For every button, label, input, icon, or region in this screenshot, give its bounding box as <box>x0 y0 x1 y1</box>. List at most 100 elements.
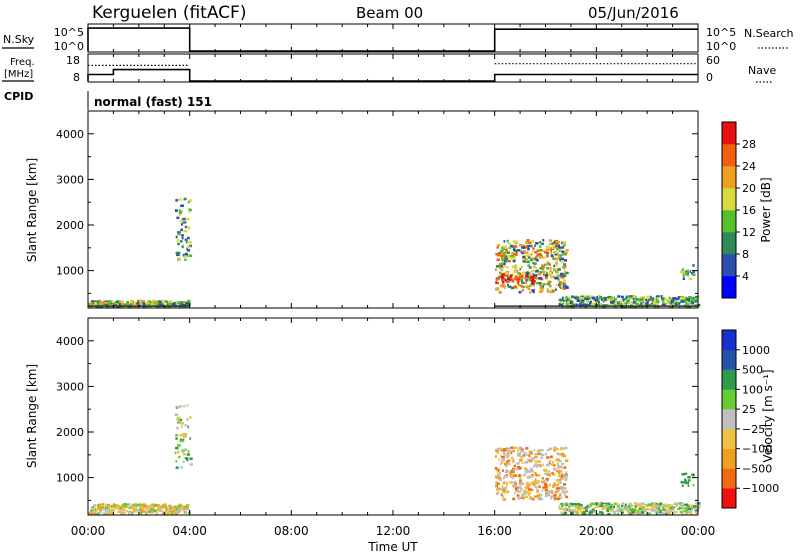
velocity-echo <box>534 460 537 463</box>
power-echo <box>180 240 183 243</box>
velocity-echo <box>183 448 187 451</box>
velocity-colorbar-swatch <box>722 330 736 351</box>
power-echo <box>539 256 543 259</box>
velocity-echo <box>175 446 179 450</box>
power-echo <box>557 246 562 249</box>
velocity-echo <box>544 488 548 492</box>
power-echo <box>617 295 621 298</box>
velocity-echo <box>655 512 658 515</box>
power-echo <box>544 251 548 254</box>
power-echo <box>600 298 604 301</box>
velocity-echo <box>151 511 153 514</box>
velocity-echo <box>133 506 138 509</box>
velocity-echo <box>621 502 625 505</box>
velocity-echo <box>502 498 507 501</box>
power-echo <box>548 273 552 276</box>
velocity-echo <box>581 511 586 514</box>
power-echo <box>694 295 698 299</box>
velocity-echo <box>519 478 522 482</box>
power-echo <box>145 302 150 305</box>
velocity-echo <box>105 512 107 516</box>
power-echo <box>181 223 183 226</box>
time-x-axis: 00:00 04:00 08:00 12:00 16:00 20:00 00:00 <box>71 24 715 538</box>
velocity-echo <box>153 509 157 512</box>
power-echo <box>518 284 522 287</box>
velocity-echo <box>502 451 505 454</box>
power-echo <box>620 295 624 299</box>
velocity-echo <box>623 504 627 508</box>
velocity-echo <box>178 455 181 459</box>
power-echo <box>498 263 501 266</box>
power-echo <box>98 299 102 303</box>
velocity-echo <box>659 502 662 506</box>
velocity-echo <box>517 454 520 457</box>
power-echo <box>600 303 603 306</box>
velocity-echo <box>550 497 552 500</box>
power-echo <box>540 242 544 246</box>
velocity-echo <box>657 509 661 513</box>
velocity-echo <box>143 503 146 506</box>
power-echo <box>679 297 683 300</box>
power-echo <box>495 265 500 268</box>
velocity-colorbar: 1000 500 100 25 −25 −100 −500 −1000 <box>721 329 779 509</box>
power-echo <box>549 270 552 273</box>
velocity-echo <box>524 486 527 489</box>
velocity-echo <box>553 447 557 451</box>
velocity-echo <box>565 495 568 499</box>
velocity-echo <box>187 450 190 453</box>
power-echo <box>541 264 544 267</box>
power-echo <box>546 282 551 286</box>
power-echo <box>118 300 121 303</box>
velocity-echo <box>499 447 503 451</box>
velocity-echo <box>592 510 596 514</box>
power-echo <box>556 268 561 271</box>
power-echo <box>531 269 534 273</box>
power-echo <box>499 284 504 288</box>
velocity-echo <box>539 498 544 501</box>
power-echo <box>625 295 629 298</box>
power-echo <box>692 264 695 267</box>
velocity-echo <box>638 503 640 506</box>
power-echo <box>563 263 566 266</box>
velocity-echo <box>498 477 501 480</box>
velocity-echo <box>667 508 670 511</box>
velocity-echo <box>540 453 545 457</box>
power-echo <box>522 259 524 263</box>
velocity-echo <box>186 453 190 456</box>
power-echo <box>550 267 552 270</box>
power-echo <box>584 295 587 299</box>
y-tick-label: 4000 <box>56 128 84 141</box>
power-echo <box>110 300 113 303</box>
velocity-echo <box>534 478 537 481</box>
velocity-echo <box>534 485 538 489</box>
velocity-echo <box>537 460 542 463</box>
velocity-echo <box>534 472 537 475</box>
power-echo <box>549 284 552 288</box>
velocity-echo <box>182 453 187 456</box>
y-tick-label: 1000 <box>56 265 84 278</box>
power-echo <box>579 295 581 299</box>
power-echo <box>525 285 530 288</box>
power-echo <box>135 302 139 305</box>
velocity-echo <box>631 511 635 514</box>
velocity-echo <box>659 504 664 507</box>
power-echo <box>532 269 536 273</box>
velocity-echo <box>541 463 544 467</box>
power-echo <box>562 279 565 282</box>
power-echo <box>623 303 626 307</box>
power-echo <box>682 274 685 278</box>
velocity-echo <box>177 444 181 447</box>
velocity-echo <box>577 502 581 506</box>
velocity-echo <box>558 471 561 475</box>
velocity-echo <box>535 473 538 477</box>
y-tick-label: 3000 <box>56 173 84 186</box>
power-echo <box>580 303 584 306</box>
velocity-echo <box>681 503 684 506</box>
velocity-echo <box>520 450 524 453</box>
velocity-echo <box>570 512 575 515</box>
power-echo <box>503 258 507 261</box>
power-echo <box>686 273 689 277</box>
power-echo <box>182 253 185 257</box>
velocity-colorbar-swatch <box>722 468 736 489</box>
power-echo <box>503 240 506 243</box>
